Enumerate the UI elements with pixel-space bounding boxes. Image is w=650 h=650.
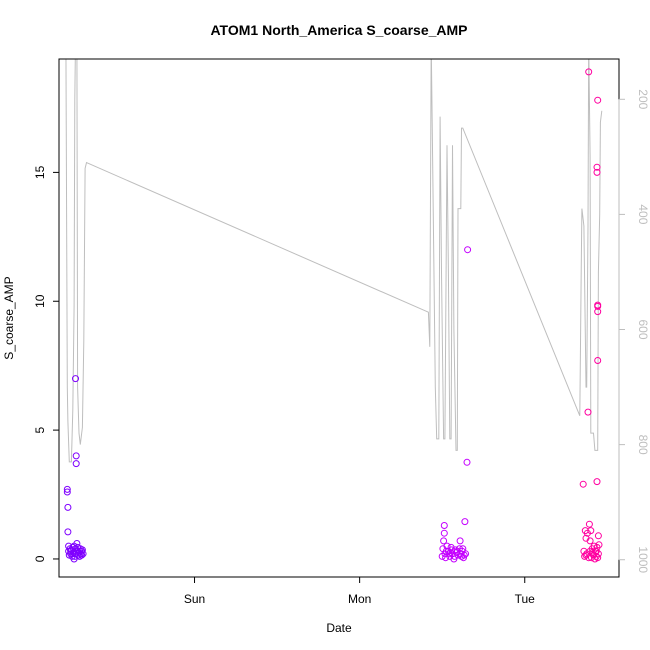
data-point [72,375,79,383]
data-point [585,520,593,528]
data-point [593,163,601,171]
data-point [76,547,84,555]
data-point [440,522,448,529]
data-point [579,480,587,488]
data-point [595,541,603,549]
right-tick-label: 200 [636,89,650,109]
data-point [64,503,72,511]
data-point [461,518,469,526]
y-tick-label: 5 [33,426,47,433]
y-axis-label: S_coarse_AMP [2,276,16,359]
x-tick-label: Mon [348,592,371,606]
right-tick-label: 1000 [636,546,650,573]
data-point [594,554,602,562]
data-point [586,537,594,545]
data-point [594,357,602,364]
data-point [446,549,454,556]
data-point [593,168,601,176]
data-point [464,246,472,254]
data-point [63,488,71,496]
data-point [74,543,82,551]
data-point [584,408,592,416]
data-point [443,542,451,550]
y-tick-label: 10 [33,294,47,308]
data-point [459,545,467,553]
data-point [594,532,602,540]
y-tick-label: 15 [33,165,47,179]
data-point [440,529,448,537]
data-point [71,552,79,560]
data-point [64,528,72,536]
y-tick-label: 0 [33,555,47,562]
pressure-line [65,59,603,463]
data-point [585,68,593,76]
right-tick-label: 600 [636,319,650,339]
data-point [73,540,81,547]
data-point [587,527,595,535]
data-point [72,452,80,460]
data-point [593,478,601,486]
data-point [456,537,464,545]
data-point [442,554,450,562]
data-point [72,460,80,468]
x-tick-label: Tue [515,592,536,606]
points-layer [63,68,603,563]
pressure-line-layer [65,59,603,463]
data-point [588,549,596,556]
data-point [460,551,468,559]
right-tick-label: 800 [636,435,650,455]
right-tick-label: 400 [636,204,650,224]
axes-layer: 0 5 10 15 Sun Mon Tue 200 400 600 800 1000 [33,58,650,606]
data-point [594,96,602,104]
x-axis-label: Date [326,621,352,635]
plot-frame [58,58,620,578]
data-point [585,554,593,562]
data-point [592,547,600,555]
chart-title: ATOM1 North_America S_coarse_AMP [210,22,467,38]
data-point [463,458,471,466]
data-point [594,302,602,310]
data-point [440,537,448,545]
data-point [78,551,86,559]
x-tick-label: Sun [184,592,205,606]
data-point [63,485,71,493]
